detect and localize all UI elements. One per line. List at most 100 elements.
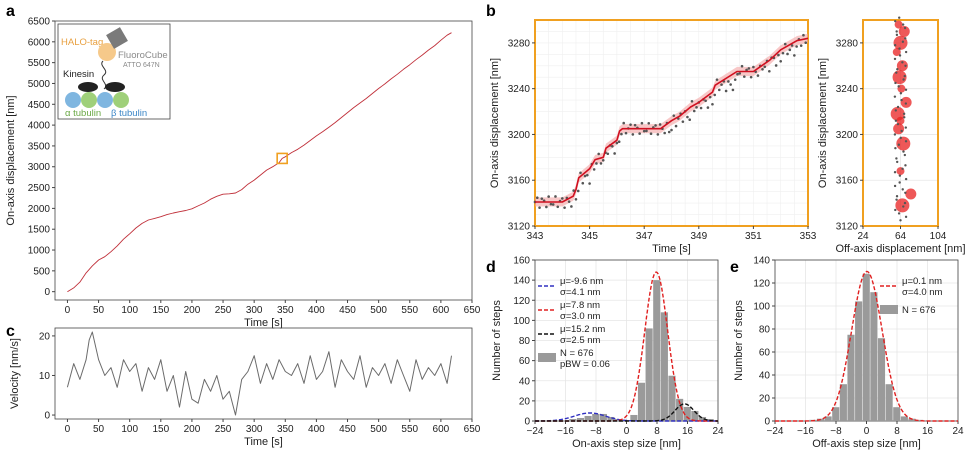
x-tick-label: 349 (690, 231, 707, 242)
x-tick-label: 24 (712, 426, 724, 437)
raw-data-point (799, 44, 803, 47)
raw-data-point (545, 205, 548, 209)
raw-data-point (622, 121, 626, 125)
raw-data-point (570, 205, 573, 208)
raw-data-point (793, 54, 796, 57)
raw-data-point (788, 48, 792, 52)
y-tick-label: 5000 (28, 79, 51, 90)
raw-data-point (592, 168, 596, 171)
x-tick-label: 300 (246, 424, 263, 435)
off-axis-raw-point (893, 43, 897, 47)
y-tick-label: 3500 (28, 141, 51, 152)
x-axis-title: Time [s] (244, 317, 283, 329)
off-axis-raw-point (901, 61, 904, 64)
raw-data-point (804, 41, 808, 45)
x-tick-label: 64 (895, 231, 907, 242)
halo-tag-bead (98, 43, 116, 61)
off-axis-raw-point (901, 167, 904, 170)
raw-data-point (740, 64, 744, 68)
raw-data-point (724, 89, 728, 93)
off-axis-raw-point (898, 16, 901, 19)
inset-alpha-label: α tubulin (65, 108, 101, 119)
x-tick-label: 343 (527, 231, 544, 242)
x-tick-label: 24 (857, 231, 869, 242)
y-tick-label: 0 (764, 417, 770, 428)
panel-label: c (6, 323, 15, 340)
off-axis-raw-point (904, 88, 908, 92)
raw-data-point (688, 118, 691, 122)
off-axis-raw-point (904, 50, 908, 54)
off-axis-raw-point (894, 19, 897, 23)
raw-data-point (586, 173, 589, 177)
y-axis-title: Velocity [nm/s] (9, 338, 21, 409)
plot-frame (54, 327, 473, 420)
x-tick-label: 50 (93, 424, 105, 435)
y-tick-label: 6000 (28, 37, 51, 48)
raw-data-point (774, 64, 778, 67)
raw-data-point (674, 124, 678, 128)
raw-data-point (752, 65, 755, 69)
histogram-bar (885, 384, 893, 421)
x-tick-label: 350 (277, 305, 294, 316)
raw-data-point (554, 195, 557, 198)
raw-data-point (631, 133, 635, 136)
off-axis-raw-point (895, 30, 898, 33)
x-tick-label: 353 (800, 231, 817, 242)
y-tick-label: 60 (759, 348, 771, 359)
kinesin-head-1 (78, 82, 98, 92)
raw-data-point (743, 75, 746, 78)
histogram-bar (870, 292, 878, 421)
raw-data-point (538, 206, 541, 209)
x-tick-label: 650 (464, 305, 481, 316)
raw-data-point (601, 158, 605, 162)
histogram-bar (900, 416, 908, 421)
tubulin-subunit (65, 92, 81, 108)
y-tick-label: 4000 (28, 121, 51, 132)
inset-atto-label: ATTO 647N (123, 62, 160, 69)
x-tick-label: 100 (121, 424, 138, 435)
off-axis-position-marker (895, 198, 910, 213)
step-fit-line (535, 37, 809, 203)
off-axis-raw-point (904, 126, 907, 129)
x-tick-label: −16 (557, 426, 574, 437)
gaussian-fit (775, 270, 958, 422)
raw-data-point (695, 106, 698, 109)
off-axis-raw-point (904, 64, 907, 67)
off-axis-raw-point (904, 102, 908, 105)
y-tick-label: 2000 (28, 204, 51, 215)
off-axis-raw-point (898, 181, 901, 184)
off-axis-raw-point (899, 136, 902, 140)
off-axis-raw-point (901, 188, 904, 191)
raw-data-point (576, 189, 580, 193)
histogram-bar (637, 382, 646, 421)
raw-data-point (613, 152, 616, 155)
raw-data-point (749, 75, 753, 79)
legend-text: σ=4.0 nm (902, 287, 943, 298)
raw-data-point (649, 132, 653, 136)
off-axis-raw-point (898, 54, 902, 57)
raw-data-point (551, 203, 555, 206)
raw-data-point (745, 68, 748, 72)
y-tick-label: 20 (519, 396, 531, 407)
off-axis-raw-point (895, 71, 898, 74)
histogram-bar (916, 419, 924, 421)
kinesin-head-2 (105, 82, 125, 92)
y-tick-label: 160 (513, 256, 530, 267)
y-tick-label: 3240 (508, 84, 531, 95)
raw-data-point (781, 51, 785, 55)
y-tick-label: 80 (759, 325, 771, 336)
inset-fluoro-label: FluoroCube (118, 50, 168, 61)
tubulin-subunit (81, 92, 97, 108)
x-tick-label: 250 (215, 305, 232, 316)
histogram-bar (676, 398, 684, 421)
y-tick-label: 0 (44, 411, 50, 422)
histogram-bar (645, 328, 653, 421)
x-axis-title: Off-axis step size [nm] (812, 438, 921, 450)
raw-data-point (720, 83, 723, 86)
x-tick-label: 650 (464, 424, 481, 435)
histogram-bar (630, 414, 638, 421)
legend-text: N = 676 (560, 348, 594, 359)
off-axis-raw-point (897, 143, 901, 146)
x-tick-label: 8 (654, 426, 660, 437)
